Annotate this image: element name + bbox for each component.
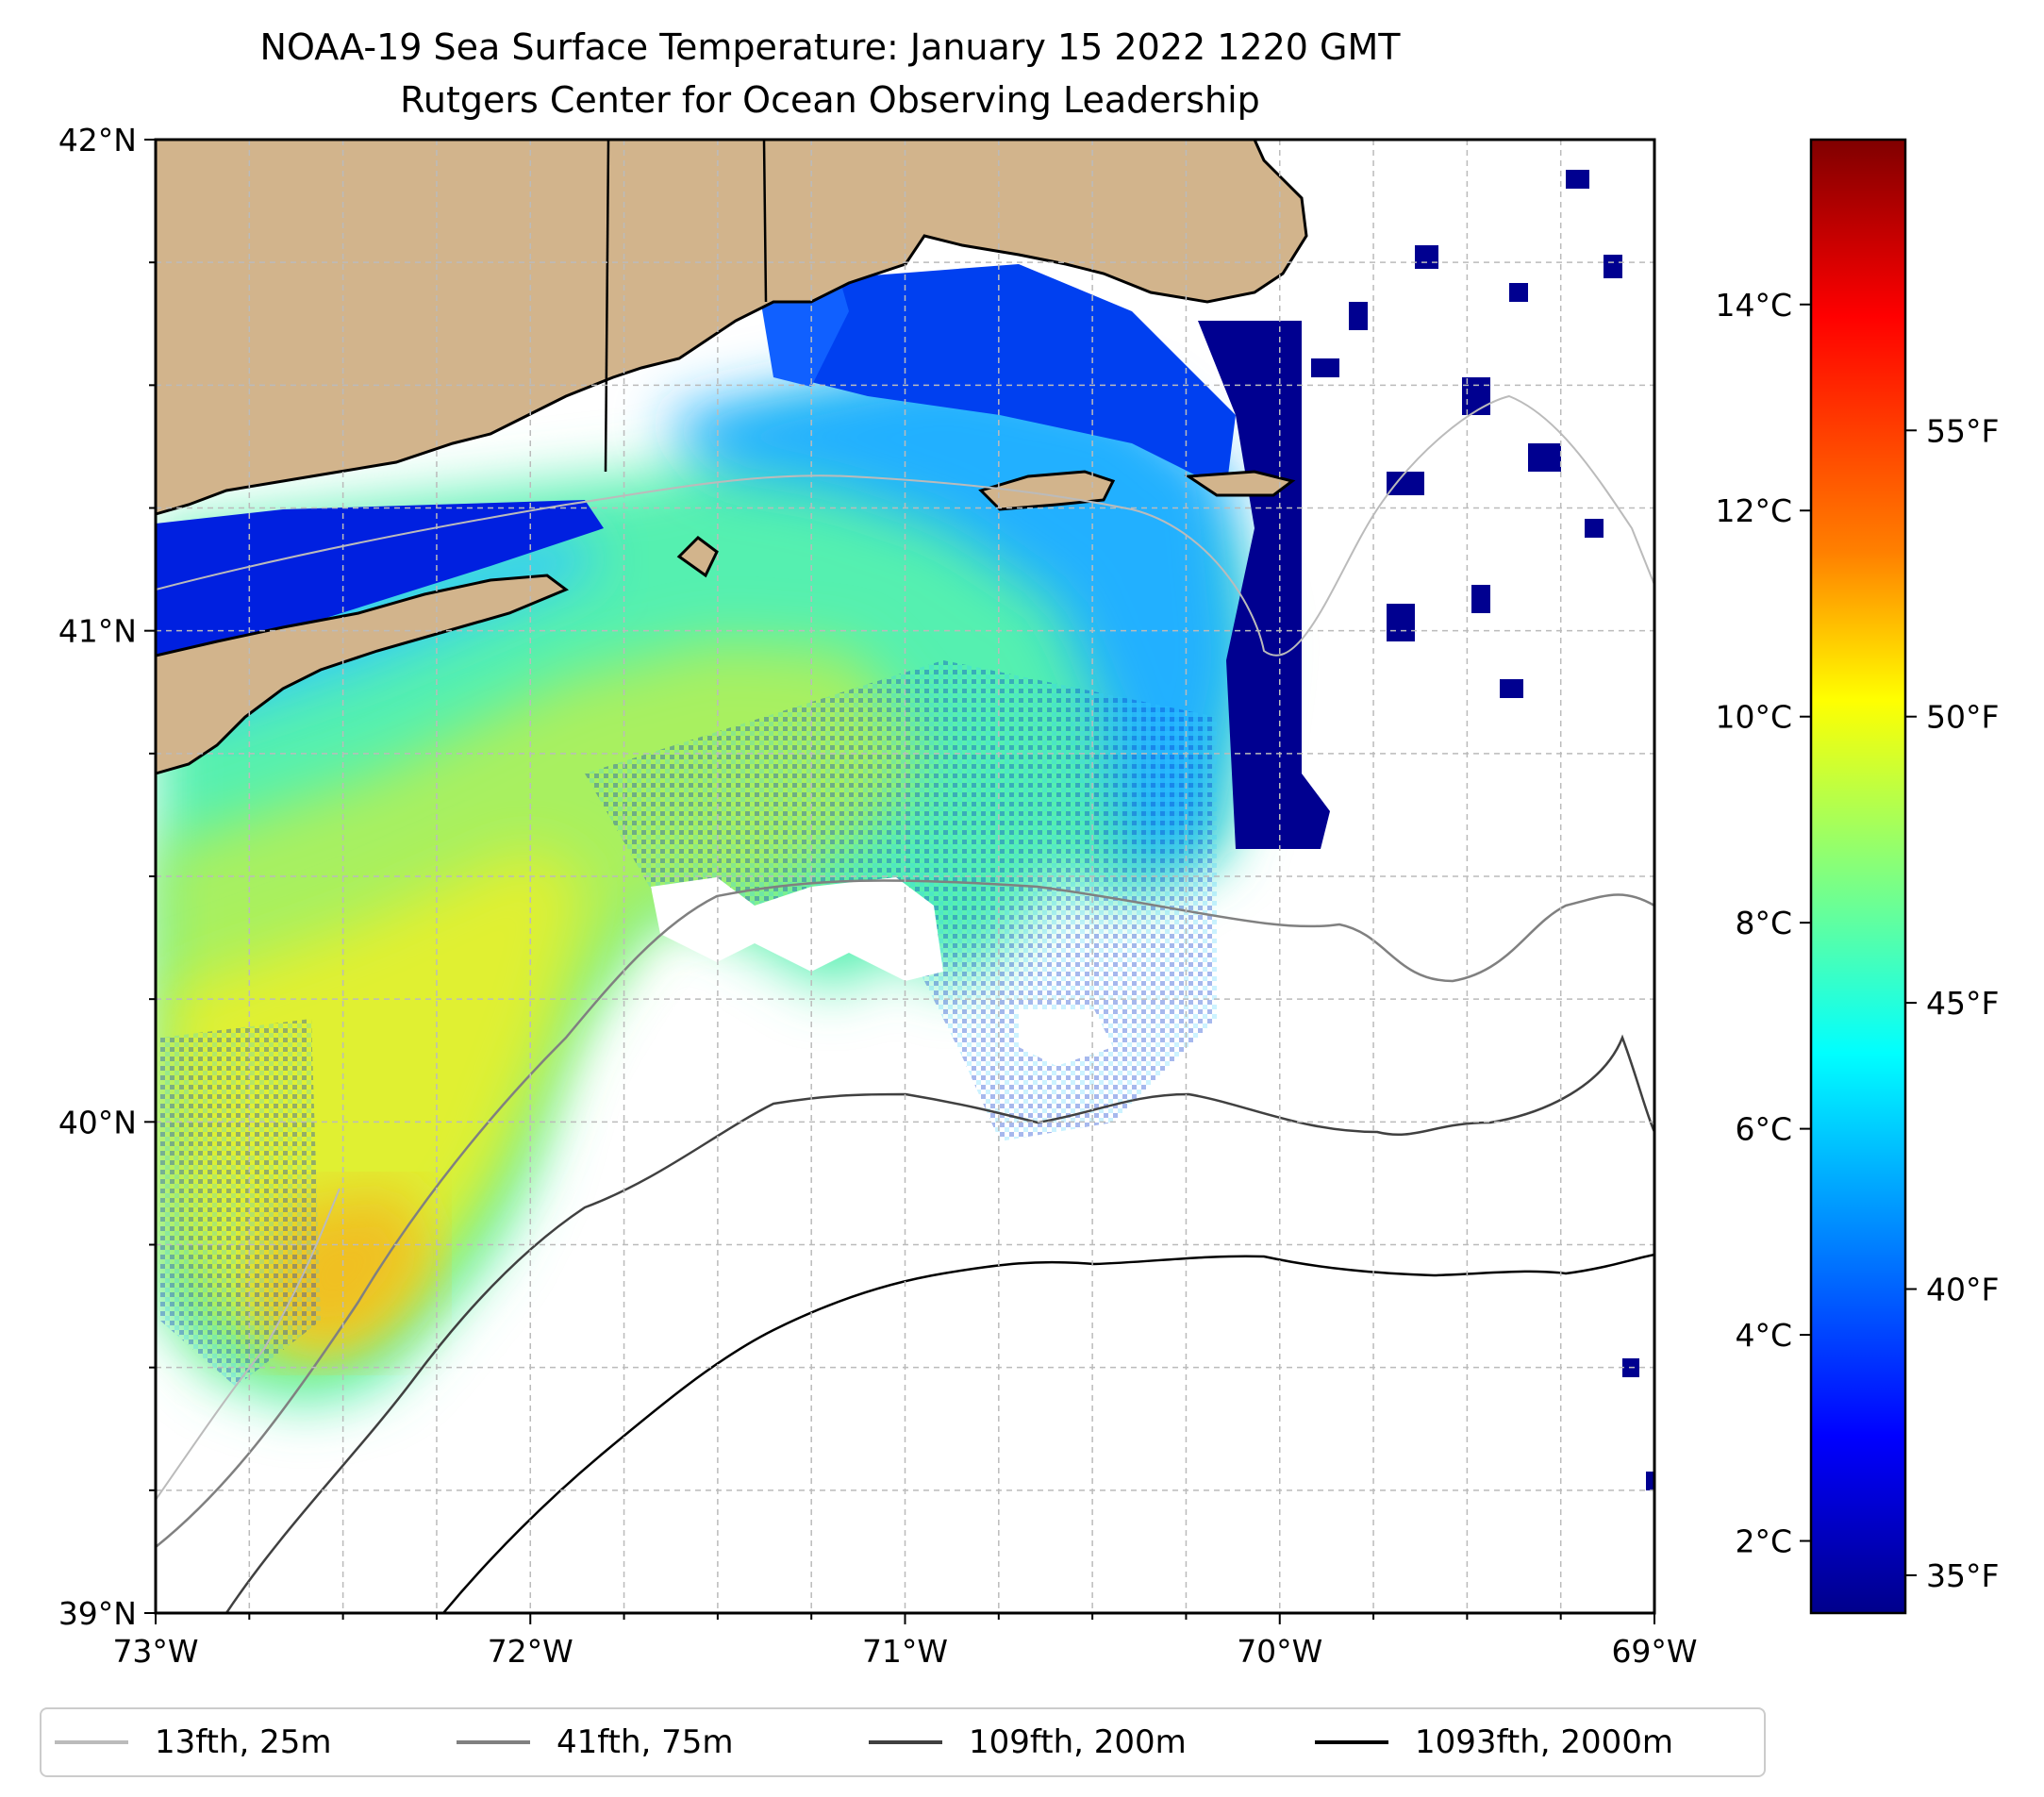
celsius-label: 10°C xyxy=(1715,699,1792,736)
gridlines xyxy=(156,140,1654,1613)
block-island xyxy=(676,536,719,578)
colorbar-ticks xyxy=(1800,303,1917,1576)
legend-swatch xyxy=(869,1740,942,1744)
map-title: NOAA-19 Sea Surface Temperature: January… xyxy=(259,26,1401,68)
contour-2000m xyxy=(442,1253,1654,1613)
bathymetry-contours xyxy=(156,394,1654,1613)
legend-swatch xyxy=(457,1740,530,1744)
state-borders xyxy=(604,140,768,473)
legend-label: 13fth, 25m xyxy=(155,1723,332,1761)
lon-tick-label: 69°W xyxy=(1611,1633,1697,1670)
lon-tick-label: 73°W xyxy=(112,1633,198,1670)
celsius-label: 14°C xyxy=(1715,287,1792,324)
colorbar xyxy=(1809,138,1907,1615)
long-island xyxy=(156,574,569,775)
map-subtitle: Rutgers Center for Ocean Observing Leade… xyxy=(400,79,1260,121)
celsius-label: 4°C xyxy=(1735,1317,1792,1354)
legend-swatch xyxy=(55,1740,128,1744)
lon-tick-label: 72°W xyxy=(488,1633,573,1670)
lat-tick-label: 40°N xyxy=(58,1104,137,1140)
legend-label: 109fth, 200m xyxy=(969,1723,1187,1761)
fahrenheit-label: 50°F xyxy=(1926,699,1999,736)
land-layer xyxy=(156,140,1308,775)
lon-tick-label: 71°W xyxy=(862,1633,948,1670)
contour-25m xyxy=(156,394,1654,657)
legend-item: 13fth, 25m xyxy=(55,1709,332,1775)
legend-label: 1093fth, 2000m xyxy=(1415,1723,1674,1761)
lat-tick-label: 41°N xyxy=(58,613,137,650)
legend-item: 41fth, 75m xyxy=(457,1709,734,1775)
lat-tick-label: 42°N xyxy=(58,122,137,158)
legend-label: 41fth, 75m xyxy=(557,1723,734,1761)
lat-tick-label: 39°N xyxy=(58,1595,137,1632)
contour-200m xyxy=(224,1034,1654,1613)
celsius-label: 8°C xyxy=(1735,905,1792,941)
legend-swatch xyxy=(1315,1740,1388,1744)
fahrenheit-label: 35°F xyxy=(1926,1557,1999,1594)
colorbar-labels: 14°C 12°C 10°C 8°C 6°C 4°C 2°C 55°F 50°F 45°F 40°F… xyxy=(1715,287,1999,1594)
map-plot-area xyxy=(156,140,1654,1613)
celsius-label: 12°C xyxy=(1715,492,1792,529)
nantucket xyxy=(1184,470,1296,497)
legend-item: 109fth, 200m xyxy=(869,1709,1187,1775)
contour-25m-b xyxy=(156,1188,341,1501)
fahrenheit-label: 55°F xyxy=(1926,412,1999,449)
fahrenheit-label: 45°F xyxy=(1926,985,1999,1022)
contour-75m xyxy=(156,879,1654,1548)
celsius-label: 6°C xyxy=(1735,1111,1792,1148)
legend-item: 1093fth, 2000m xyxy=(1315,1709,1673,1775)
map-tick-labels: 73°W 72°W 71°W 70°W 69°W 42°N 41°N 40°N 39°N xyxy=(58,122,1698,1670)
map-ticks xyxy=(144,139,1655,1624)
lon-tick-label: 70°W xyxy=(1237,1633,1322,1670)
contour-legend: 13fth, 25m 41fth, 75m 109fth, 200m 1093fth,… xyxy=(40,1707,1766,1777)
new-england-coast xyxy=(156,140,1308,516)
fahrenheit-label: 40°F xyxy=(1926,1272,1999,1308)
sst-data-layer xyxy=(156,141,1654,1490)
celsius-label: 2°C xyxy=(1735,1523,1792,1560)
